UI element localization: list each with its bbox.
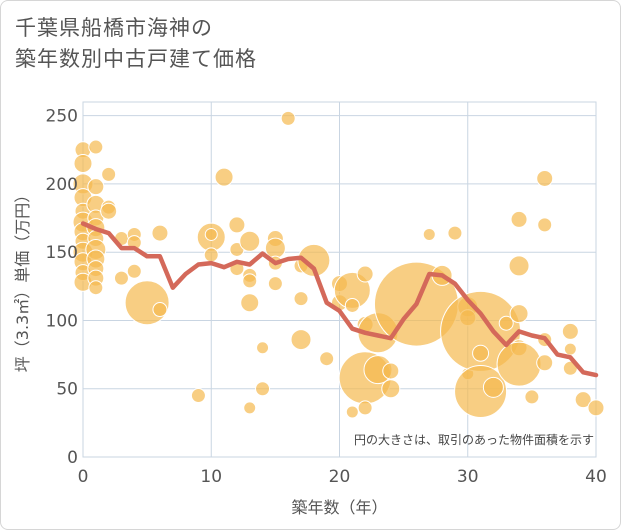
- bubble-point: [319, 351, 335, 367]
- bubble-point: [574, 391, 592, 409]
- bubble-point: [297, 243, 331, 277]
- y-tick-label: 150: [46, 243, 78, 263]
- y-tick-label: 200: [46, 175, 78, 195]
- bubble-point: [536, 169, 554, 187]
- bubble-point: [563, 342, 577, 356]
- bubble-point: [267, 276, 283, 292]
- bubble-point: [243, 401, 257, 415]
- bubble-point: [382, 362, 400, 380]
- bubble-point: [152, 302, 168, 318]
- chart-title: 千葉県船橋市海神の 築年数別中古戸建て価格: [15, 13, 257, 75]
- bubble-point: [587, 399, 605, 417]
- bubble-point: [203, 247, 219, 263]
- bubble-series: [72, 110, 605, 419]
- bubble-point: [482, 376, 504, 398]
- bubble-point: [447, 225, 463, 241]
- average-price-line: [80, 221, 599, 378]
- bubble-point: [228, 216, 246, 234]
- x-tick-label: 0: [78, 467, 89, 487]
- bubble-point: [561, 322, 579, 340]
- bubble-point: [524, 389, 540, 405]
- bubble-point: [290, 329, 312, 351]
- bubble-point: [496, 341, 542, 387]
- y-tick-label: 100: [46, 311, 78, 331]
- bubble-point: [242, 273, 258, 289]
- bubble-point: [190, 388, 206, 404]
- bubble-point: [510, 210, 528, 228]
- chart-title-line-1: 千葉県船橋市海神の: [15, 16, 213, 40]
- bubble-point: [345, 405, 359, 419]
- bubble-point: [239, 230, 261, 252]
- bubble-point: [537, 217, 553, 233]
- bubble-point: [126, 263, 142, 279]
- bubble-point: [280, 110, 296, 126]
- x-axis-title: 築年数（年）: [291, 498, 387, 517]
- bubble-point: [214, 167, 234, 187]
- bubble-point: [100, 202, 118, 220]
- bubble-point: [88, 280, 104, 296]
- bubble-point: [381, 379, 401, 399]
- y-tick-label: 50: [56, 380, 78, 400]
- bubble-point: [256, 341, 270, 355]
- chart-title-line-2: 築年数別中古戸建て価格: [15, 47, 257, 71]
- bubble-point: [422, 227, 436, 241]
- bubble-point: [472, 344, 490, 362]
- bubble-point: [264, 237, 286, 259]
- bubble-point: [509, 304, 529, 324]
- y-axis-title: 坪（3.3㎡）単価（万円）: [13, 187, 32, 372]
- bubble-point: [204, 227, 218, 241]
- bubble-point: [88, 139, 104, 155]
- x-tick-label: 30: [457, 467, 479, 487]
- y-tick-label: 250: [46, 107, 78, 127]
- axis-ticks: 0 10 20 30 40 0 50 100 150 200 250: [46, 107, 607, 487]
- bubble-point: [293, 291, 309, 307]
- bubble-point: [536, 354, 554, 372]
- x-tick-label: 20: [329, 467, 351, 487]
- bubble-point: [498, 315, 514, 331]
- x-tick-label: 40: [585, 467, 607, 487]
- bubble-point: [508, 255, 530, 277]
- bubble-point: [240, 293, 260, 313]
- bubble-point: [344, 297, 360, 313]
- bubble-point: [151, 224, 169, 242]
- bubble-point: [101, 166, 117, 182]
- bubble-point: [357, 400, 373, 416]
- bubble-point: [356, 265, 374, 283]
- x-tick-label: 10: [200, 467, 222, 487]
- bubble-size-note: 円の大きさは、取引のあった物件面積を示す: [354, 432, 594, 447]
- bubble-point: [87, 178, 105, 196]
- y-tick-label: 0: [67, 448, 78, 468]
- bubble-point: [113, 270, 129, 286]
- bubble-point: [73, 153, 93, 173]
- bubble-point: [255, 381, 271, 397]
